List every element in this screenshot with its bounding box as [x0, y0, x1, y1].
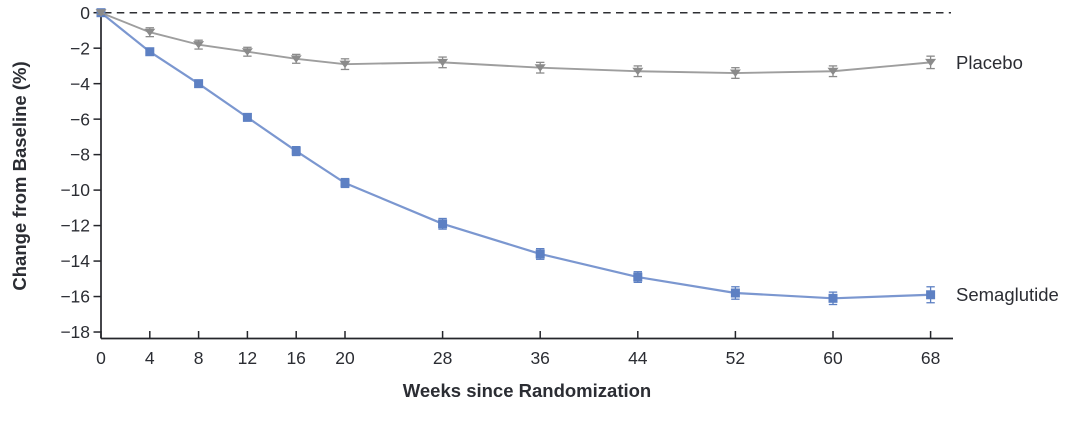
- x-tick-label: 16: [286, 348, 305, 368]
- semaglutide-marker: [145, 47, 155, 57]
- placebo-marker: [729, 69, 741, 78]
- semaglutide-marker: [194, 79, 204, 89]
- y-tick-label: −2: [70, 38, 90, 58]
- semaglutide-marker: [340, 178, 350, 188]
- placebo-marker: [241, 48, 253, 56]
- semaglutide-marker: [730, 288, 740, 298]
- semaglutide-marker: [633, 272, 643, 282]
- placebo-marker: [339, 60, 351, 69]
- x-tick-label: 28: [433, 348, 452, 368]
- y-tick-label: −6: [70, 109, 90, 129]
- placebo-marker: [437, 58, 449, 67]
- placebo-marker: [827, 67, 839, 76]
- chart-generated-content: 0 −2 −4 −6 −8 −10 −12 −14 −16 −18 0 4 8 12 16 20 28 36 44 5…: [60, 3, 1059, 368]
- placebo-marker: [144, 28, 156, 37]
- semaglutide-marker: [828, 293, 838, 303]
- x-tick-label: 20: [335, 348, 355, 368]
- placebo-marker: [290, 55, 302, 63]
- y-tick-label: 0: [80, 3, 90, 23]
- x-tick-label: 52: [726, 348, 745, 368]
- x-tick-label: 44: [628, 348, 648, 368]
- y-tick-label: −8: [70, 145, 90, 165]
- x-tick-label: 60: [823, 348, 843, 368]
- x-tick-label: 0: [96, 348, 106, 368]
- semaglutide-line: [100, 11, 931, 300]
- placebo-marker: [95, 9, 107, 17]
- y-tick-label: −10: [60, 180, 90, 200]
- x-tick-label: 68: [921, 348, 940, 368]
- y-tick-label: −18: [60, 322, 90, 342]
- x-axis-title: Weeks since Randomization: [403, 380, 651, 401]
- semaglutide-marker: [291, 146, 301, 156]
- semaglutide-marker: [438, 219, 448, 229]
- x-tick-label: 4: [145, 348, 155, 368]
- y-tick-label: −4: [70, 74, 90, 94]
- semaglutide-marker: [535, 249, 545, 259]
- placebo-marker: [632, 67, 644, 76]
- y-tick-label: −16: [60, 287, 90, 307]
- placebo-line: [100, 11, 931, 74]
- placebo-marker: [534, 64, 546, 72]
- y-tick-label: −12: [60, 216, 90, 236]
- x-tick-label: 8: [194, 348, 204, 368]
- placebo-label: Placebo: [956, 52, 1023, 73]
- x-tick-label: 36: [530, 348, 549, 368]
- placebo-marker: [193, 41, 205, 49]
- semaglutide-label: Semaglutide: [956, 284, 1059, 305]
- y-tick-label: −14: [60, 251, 90, 271]
- x-tick-label: 12: [238, 348, 257, 368]
- semaglutide-marker: [926, 290, 936, 300]
- y-axis-title: Change from Baseline (%): [9, 61, 30, 290]
- placebo-marker: [925, 58, 937, 67]
- semaglutide-marker: [242, 112, 252, 122]
